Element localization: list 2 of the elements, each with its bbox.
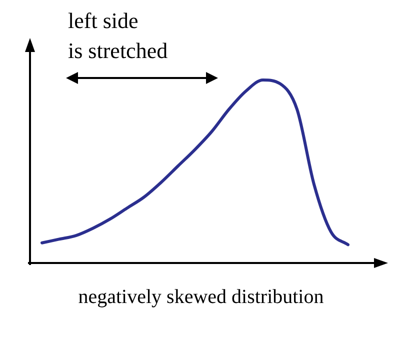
text: left side is stretched (68, 7, 168, 65)
x-axis-title: negatively skewed distribution (77, 286, 325, 309)
